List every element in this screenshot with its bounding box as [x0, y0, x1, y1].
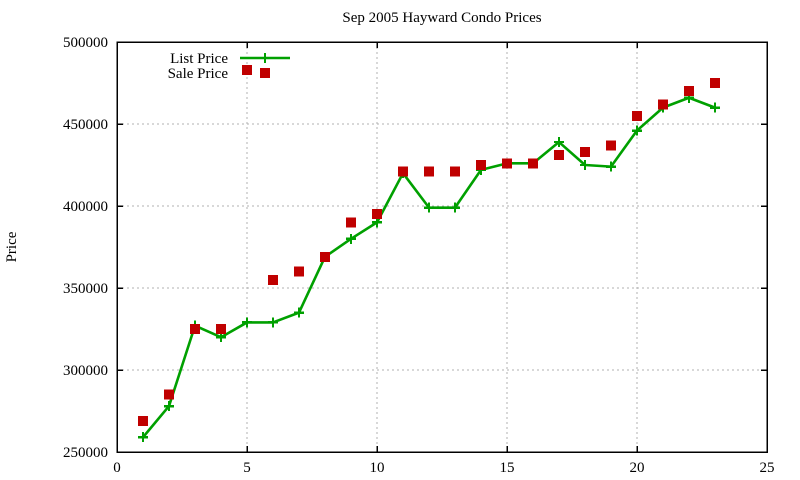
- plot-frame: [116, 41, 768, 453]
- data-point-marker: [502, 158, 512, 169]
- series-sale-price: [138, 64, 720, 426]
- data-point-marker: [580, 160, 590, 170]
- data-point-marker: [242, 64, 252, 75]
- data-point-marker: [580, 146, 590, 157]
- data-point-marker: [476, 160, 486, 170]
- x-tick-label: 0: [113, 460, 121, 476]
- chart-legend: List Price Sale Price: [168, 51, 290, 82]
- data-point-marker: [242, 317, 252, 328]
- data-point-marker: [684, 86, 694, 97]
- x-tick-label: 5: [243, 460, 251, 476]
- x-tick-label: 10: [370, 460, 385, 476]
- data-point-marker: [632, 125, 642, 136]
- data-point-marker: [450, 166, 460, 177]
- data-point-marker: [346, 233, 356, 244]
- x-tick-label: 25: [760, 460, 775, 476]
- data-point-marker: [710, 102, 720, 113]
- data-point-marker: [398, 166, 408, 177]
- data-point-marker: [138, 415, 148, 426]
- chart-title: Sep 2005 Hayward Condo Prices: [342, 10, 541, 26]
- data-point-marker: [554, 150, 564, 161]
- axis-ticks: [116, 41, 768, 453]
- gridlines: [117, 42, 767, 452]
- data-point-marker: [658, 99, 668, 110]
- data-point-marker: [424, 166, 434, 177]
- data-point-marker: [606, 161, 616, 172]
- data-point-marker: [164, 401, 174, 412]
- legend-swatch-sale-price: [260, 68, 270, 78]
- data-point-marker: [138, 432, 148, 443]
- y-axis-tick-labels: 250000 300000 350000 400000 450000 500000: [63, 35, 108, 461]
- data-point-marker: [216, 324, 226, 334]
- x-axis-tick-labels: 0 5 10 15 20 25: [113, 460, 774, 476]
- data-point-marker: [346, 217, 356, 228]
- data-point-marker: [372, 209, 382, 220]
- data-point-marker: [294, 266, 304, 277]
- legend-item-sale-price-label: Sale Price: [168, 66, 229, 82]
- y-tick-label: 450000: [63, 117, 108, 133]
- data-point-marker: [554, 137, 564, 148]
- data-point-marker: [294, 307, 304, 318]
- y-axis-label: Price: [4, 231, 20, 262]
- data-point-marker: [268, 317, 278, 328]
- legend-item-list-price-label: List Price: [170, 51, 228, 67]
- data-point-marker: [710, 78, 720, 88]
- data-point-marker: [268, 274, 278, 285]
- data-series: [138, 64, 720, 443]
- x-tick-label: 20: [630, 460, 645, 476]
- data-point-marker: [528, 158, 538, 169]
- y-tick-label: 400000: [63, 199, 108, 215]
- data-point-marker: [190, 324, 200, 334]
- y-tick-label: 250000: [63, 445, 108, 461]
- data-point-marker: [450, 202, 460, 213]
- y-tick-label: 500000: [63, 35, 108, 51]
- data-point-marker: [164, 389, 174, 400]
- data-point-marker: [260, 53, 270, 63]
- legend-swatches: [240, 53, 290, 78]
- data-point-marker: [632, 110, 642, 121]
- data-point-marker: [320, 251, 330, 262]
- data-point-marker: [606, 140, 616, 151]
- x-tick-label: 15: [500, 460, 515, 476]
- y-tick-label: 350000: [63, 281, 108, 297]
- data-point-marker: [424, 202, 434, 213]
- y-tick-label: 300000: [63, 363, 108, 379]
